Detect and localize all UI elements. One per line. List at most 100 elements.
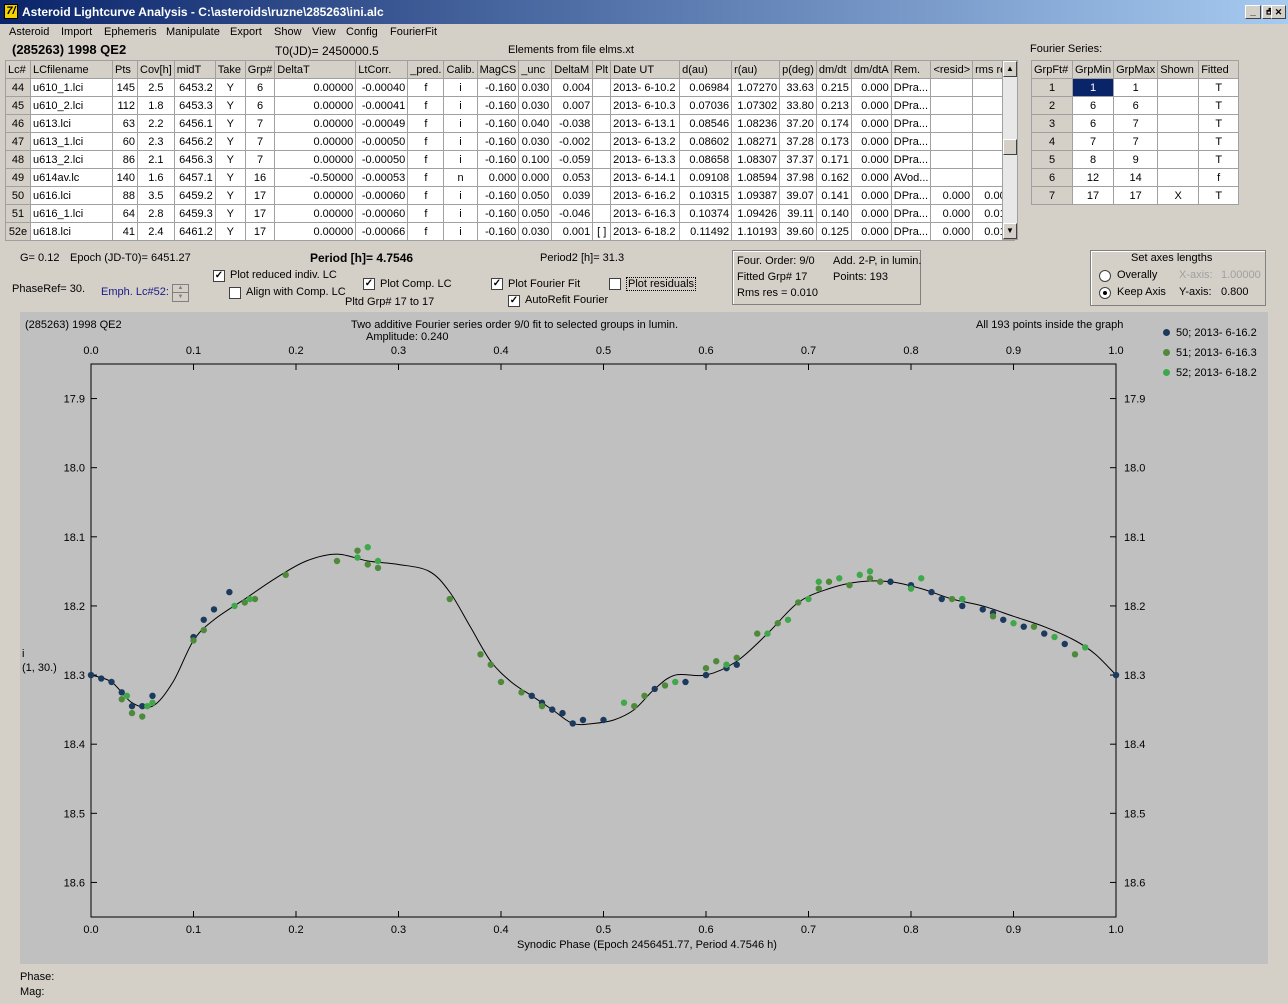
column-header[interactable]: d(au) bbox=[679, 60, 733, 79]
table-cell[interactable]: u618.lci bbox=[30, 222, 113, 241]
table-cell[interactable]: 2013- 6-10.3 bbox=[610, 96, 681, 115]
table-cell[interactable]: i bbox=[443, 114, 478, 133]
fourier-cell[interactable]: 17 bbox=[1071, 186, 1115, 205]
table-cell[interactable] bbox=[592, 78, 612, 97]
menu-fourierfit[interactable]: FourierFit bbox=[390, 26, 438, 38]
column-header[interactable]: r(au) bbox=[731, 60, 781, 79]
table-cell[interactable]: Y bbox=[214, 96, 246, 115]
table-cell[interactable]: 0.030 bbox=[518, 78, 553, 97]
table-cell[interactable]: u616_1.lci bbox=[30, 204, 113, 223]
column-header[interactable]: Grp# bbox=[244, 60, 276, 79]
table-cell[interactable]: 2013- 6-13.3 bbox=[610, 150, 681, 169]
table-cell[interactable]: u610_1.lci bbox=[30, 78, 113, 97]
plot-fourier-checkbox[interactable]: ✓ bbox=[491, 278, 503, 290]
table-cell[interactable]: 2013- 6-13.2 bbox=[610, 132, 681, 151]
table-cell[interactable]: 0.050 bbox=[518, 204, 553, 223]
table-cell[interactable]: f bbox=[407, 204, 445, 223]
table-cell[interactable]: 0.08546 bbox=[679, 114, 733, 133]
table-cell[interactable]: 0.10374 bbox=[679, 204, 733, 223]
table-row[interactable]: 45 u610_2.lci 112 1.8 6453.3 Y 6 0.00000 -0.0004… bbox=[5, 96, 1015, 115]
table-cell[interactable]: f bbox=[407, 78, 445, 97]
fourier-cell[interactable]: 7 bbox=[1113, 114, 1159, 133]
table-cell[interactable]: 1.08271 bbox=[731, 132, 781, 151]
plot-canvas[interactable]: 0.0 0.0 0.1 0.1 0.2 0.2 0.3 0.3 0.4 0.4 0.5 0.5 0.6 0… bbox=[20, 312, 1268, 964]
column-header[interactable]: midT bbox=[173, 60, 216, 79]
table-cell[interactable]: 0.030 bbox=[518, 222, 553, 241]
table-cell[interactable]: i bbox=[443, 204, 478, 223]
fourier-cell[interactable]: 1 bbox=[1113, 78, 1159, 97]
lightcurve-plot[interactable]: (285263) 1998 QE2 Two additive Fourier s… bbox=[20, 312, 1268, 964]
autorefit-checkbox[interactable]: ✓ bbox=[508, 295, 520, 307]
table-cell[interactable]: 6457.1 bbox=[173, 168, 216, 187]
table-cell[interactable]: 0.053 bbox=[551, 168, 594, 187]
table-cell[interactable]: 0.125 bbox=[815, 222, 852, 241]
table-cell[interactable]: -0.00060 bbox=[355, 204, 409, 223]
fourier-row-header[interactable]: 4 bbox=[1031, 132, 1073, 151]
fourier-cell[interactable]: f bbox=[1198, 168, 1240, 187]
table-cell[interactable]: 2013- 6-13.1 bbox=[610, 114, 681, 133]
table-cell[interactable]: 17 bbox=[244, 204, 276, 223]
table-cell[interactable] bbox=[930, 168, 974, 187]
table-cell[interactable]: 0.171 bbox=[815, 150, 852, 169]
table-scrollbar[interactable]: ▲ ▼ bbox=[1002, 60, 1018, 240]
table-cell[interactable]: -0.160 bbox=[476, 132, 520, 151]
table-cell[interactable]: DPra... bbox=[890, 186, 932, 205]
table-cell[interactable]: Y bbox=[214, 204, 246, 223]
table-cell[interactable]: DPra... bbox=[890, 78, 932, 97]
table-cell[interactable]: 140 bbox=[112, 168, 138, 187]
table-cell[interactable]: u610_2.lci bbox=[30, 96, 113, 115]
fourier-cell[interactable]: 1 bbox=[1071, 78, 1115, 97]
table-cell[interactable]: 6453.3 bbox=[173, 96, 216, 115]
table-row[interactable]: 52e u618.lci 41 2.4 6461.2 Y 17 0.00000 -0.00066… bbox=[5, 222, 1015, 241]
table-cell[interactable]: f bbox=[407, 168, 445, 187]
column-header[interactable]: dm/dt bbox=[815, 60, 852, 79]
table-cell[interactable]: 6453.2 bbox=[173, 78, 216, 97]
table-cell[interactable] bbox=[930, 150, 974, 169]
menu-manipulate[interactable]: Manipulate bbox=[166, 26, 220, 38]
table-cell[interactable]: 0.141 bbox=[815, 186, 852, 205]
table-cell[interactable]: 7 bbox=[244, 132, 276, 151]
table-cell[interactable]: 0.213 bbox=[815, 96, 852, 115]
table-cell[interactable]: 2013- 6-18.2 bbox=[610, 222, 681, 241]
fourier-cell[interactable]: 9 bbox=[1113, 150, 1159, 169]
table-cell[interactable]: 0.040 bbox=[518, 114, 553, 133]
table-cell[interactable] bbox=[592, 96, 612, 115]
table-cell[interactable]: DPra... bbox=[890, 204, 932, 223]
table-row[interactable]: 48 u613_2.lci 86 2.1 6456.3 Y 7 0.00000 -0.00050… bbox=[5, 150, 1015, 169]
table-cell[interactable]: 0.10315 bbox=[679, 186, 733, 205]
table-cell[interactable]: 0.030 bbox=[518, 96, 553, 115]
table-cell[interactable]: -0.160 bbox=[476, 204, 520, 223]
table-cell[interactable]: -0.00041 bbox=[355, 96, 409, 115]
table-cell[interactable]: [ ] bbox=[592, 222, 612, 241]
table-cell[interactable] bbox=[592, 186, 612, 205]
fourier-cell[interactable]: 8 bbox=[1071, 150, 1115, 169]
table-cell[interactable]: 6 bbox=[244, 78, 276, 97]
fourier-cell[interactable]: 7 bbox=[1071, 132, 1115, 151]
row-header[interactable]: 45 bbox=[5, 96, 31, 115]
table-cell[interactable]: 0.09108 bbox=[679, 168, 733, 187]
table-cell[interactable]: 17 bbox=[244, 186, 276, 205]
align-comp-checkbox[interactable] bbox=[229, 287, 241, 299]
table-cell[interactable]: 2.1 bbox=[137, 150, 175, 169]
table-cell[interactable]: 7 bbox=[244, 114, 276, 133]
row-header[interactable]: 52e bbox=[5, 222, 31, 241]
table-cell[interactable]: -0.059 bbox=[551, 150, 594, 169]
table-cell[interactable]: Y bbox=[214, 222, 246, 241]
fourier-cell[interactable] bbox=[1157, 114, 1200, 133]
table-cell[interactable]: 6461.2 bbox=[173, 222, 216, 241]
table-cell[interactable]: -0.160 bbox=[476, 114, 520, 133]
table-cell[interactable]: 0.08602 bbox=[679, 132, 733, 151]
table-cell[interactable] bbox=[592, 132, 612, 151]
table-cell[interactable]: f bbox=[407, 132, 445, 151]
table-cell[interactable]: 1.6 bbox=[137, 168, 175, 187]
table-cell[interactable]: DPra... bbox=[890, 222, 932, 241]
table-cell[interactable]: 3.5 bbox=[137, 186, 175, 205]
menu-config[interactable]: Config bbox=[346, 26, 378, 38]
table-cell[interactable]: 2.3 bbox=[137, 132, 175, 151]
y-axis-value[interactable]: 0.800 bbox=[1221, 286, 1249, 298]
table-row[interactable]: 46 u613.lci 63 2.2 6456.1 Y 7 0.00000 -0.00049 f i… bbox=[5, 114, 1015, 133]
table-cell[interactable]: 6456.2 bbox=[173, 132, 216, 151]
column-header[interactable]: DeltaM bbox=[551, 60, 594, 79]
